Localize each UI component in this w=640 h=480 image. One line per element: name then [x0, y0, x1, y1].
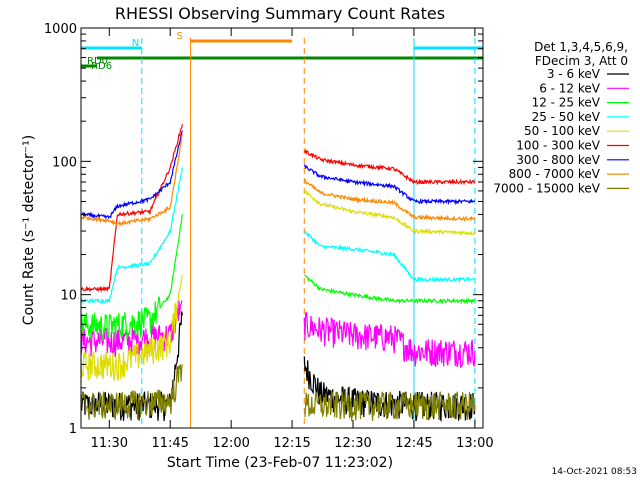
x-tick-label: 11:30: [91, 436, 128, 451]
legend-header: FDecim 3, Att 0: [535, 54, 628, 68]
series-line-300-800keV: [80, 130, 183, 220]
x-tick-label: 11:45: [151, 436, 188, 451]
legend-entry-label: 7000 - 15000 keV: [493, 181, 600, 195]
legend-entry-label: 300 - 800 keV: [516, 153, 600, 167]
x-tick-label: 12:15: [273, 436, 310, 451]
series-line-6-12keV: [303, 311, 476, 369]
series-line-7000-15000keV: [80, 364, 183, 420]
series-line-300-800keV: [303, 164, 476, 206]
series-line-7000-15000keV: [304, 390, 476, 422]
series-line-50-100keV: [304, 189, 476, 237]
series-line-100-300keV: [80, 124, 183, 293]
x-tick-label: 13:00: [456, 436, 493, 451]
band-label: RD6: [91, 61, 112, 72]
legend: Det 1,3,4,5,6,9,FDecim 3, Att 03 - 6 keV…: [493, 40, 629, 195]
y-tick-label: 1: [69, 422, 77, 437]
series-line-800-7000keV: [80, 133, 183, 228]
plot-frame: [80, 27, 484, 429]
legend-entry-label: 50 - 100 keV: [524, 124, 601, 138]
series-lines: [80, 124, 476, 423]
y-axis-ticks: 1 10 100 1000: [44, 22, 483, 437]
legend-entry-label: 3 - 6 keV: [547, 67, 601, 81]
timestamp: 14-Oct-2021 08:53: [552, 467, 637, 477]
y-tick-label: 100: [52, 155, 77, 170]
chart-title: RHESSI Observing Summary Count Rates: [115, 4, 445, 23]
legend-header: Det 1,3,4,5,6,9,: [534, 40, 628, 54]
band-label: N: [132, 38, 139, 49]
x-tick-label: 12:45: [395, 436, 432, 451]
series-line-25-50keV: [80, 167, 183, 305]
legend-entry-label: 25 - 50 keV: [532, 110, 601, 124]
series-line-12-25keV: [304, 274, 476, 305]
series-line-100-300keV: [303, 148, 476, 186]
band-label: S: [177, 31, 183, 42]
x-axis-label: Start Time (23-Feb-07 11:23:02): [167, 455, 393, 471]
x-tick-label: 12:30: [334, 436, 371, 451]
x-axis-ticks: 11:30 11:45 12:00 12:15 12:30 12:45 13:00: [91, 28, 494, 451]
y-tick-label: 1000: [44, 22, 77, 37]
series-line-12-25keV: [80, 214, 183, 341]
legend-entry-label: 800 - 7000 keV: [509, 167, 601, 181]
series-line-25-50keV: [303, 230, 476, 284]
series-line-800-7000keV: [303, 178, 476, 222]
y-tick-label: 10: [60, 289, 77, 304]
legend-entry-label: 100 - 300 keV: [516, 139, 600, 153]
y-axis-label: Count Rate (s⁻¹ detector⁻¹): [21, 135, 37, 325]
legend-entry-label: 6 - 12 keV: [539, 81, 601, 95]
series-line-50-100keV: [80, 275, 183, 381]
legend-entry-label: 12 - 25 keV: [532, 96, 601, 110]
x-tick-label: 12:00: [212, 436, 249, 451]
band-label: RD0: [87, 56, 108, 67]
